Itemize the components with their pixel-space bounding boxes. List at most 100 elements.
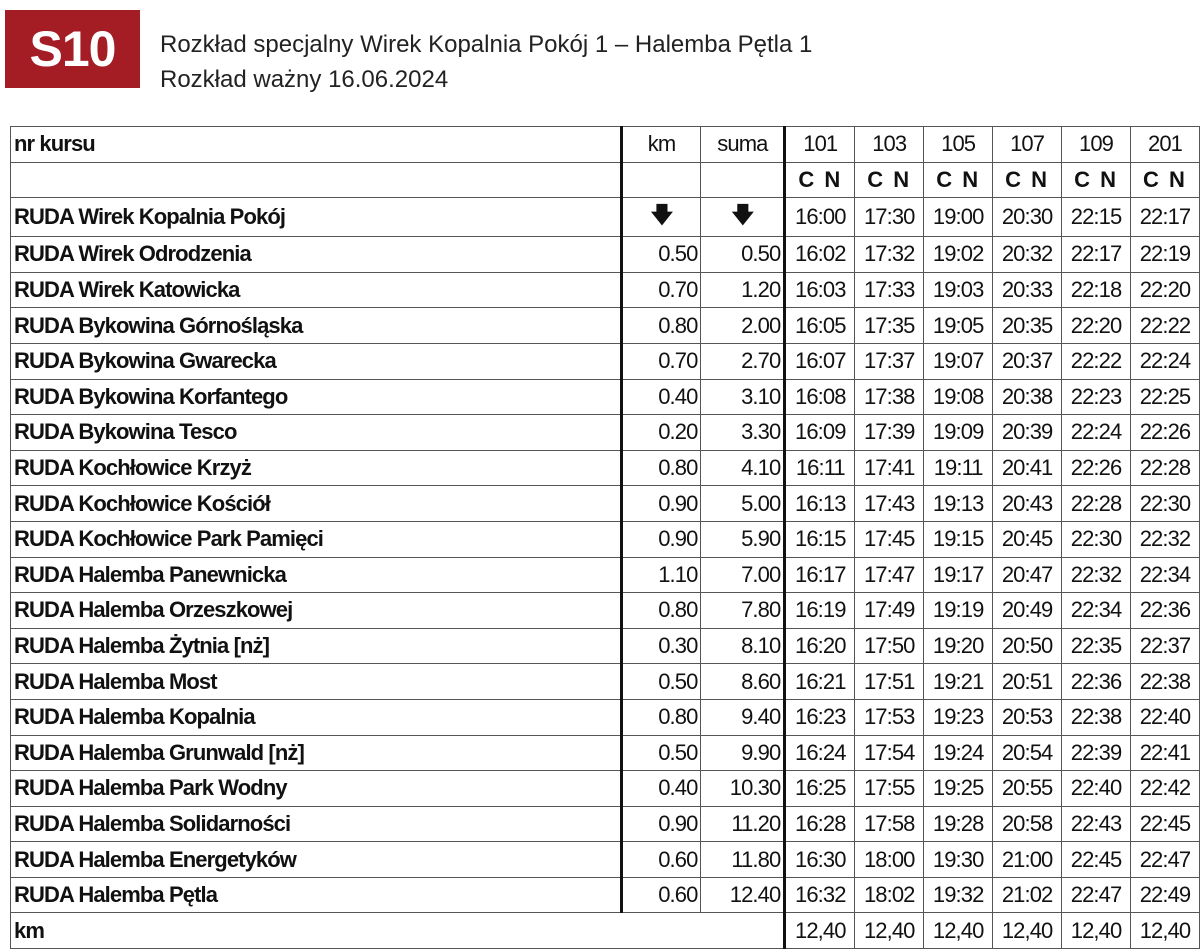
empty-cell [700,161,787,199]
departure-time: 20:51 [992,663,1063,700]
departure-time: 16:03 [784,271,856,309]
departure-time: 16:30 [784,841,856,878]
departure-time: 16:17 [784,556,856,594]
departure-time: 16:19 [784,592,856,629]
departure-time: 20:35 [992,307,1063,344]
departure-time: 20:45 [992,520,1063,558]
departure-time: 22:18 [1061,271,1131,309]
stop-name: RUDA Bykowina Tesco [10,414,623,451]
stop-km: 0.80 [620,698,702,736]
departure-time: 19:17 [923,556,994,594]
course-number: 107 [992,126,1063,163]
course-days: C N [992,161,1063,199]
stop-name: RUDA Wirek Kopalnia Pokój [10,197,623,238]
departure-time: 17:32 [854,236,925,273]
timetable-title: Rozkład specjalny Wirek Kopalnia Pokój 1… [160,31,813,58]
departure-time: 19:32 [923,876,994,914]
stop-name: RUDA Bykowina Górnośląska [10,307,623,344]
departure-time: 16:09 [784,414,856,451]
departure-time: 19:02 [923,236,994,273]
table-row: RUDA Wirek Katowicka 0.70 1.20 16:03 17:33 19… [10,271,1200,309]
column-header-suma: suma [700,126,787,163]
stop-km: 0.90 [620,485,702,522]
departure-time: 22:25 [1130,378,1200,416]
departure-time: 22:30 [1130,485,1200,522]
departure-time: 17:43 [854,485,925,522]
table-row: RUDA Bykowina Tesco 0.20 3.30 16:09 17:39 19:… [10,414,1200,451]
course-number: 201 [1130,126,1200,163]
departure-time: 19:19 [923,592,994,629]
departure-time: 21:02 [992,876,1063,914]
table-row: RUDA Halemba Kopalnia 0.80 9.40 16:23 17:53 1… [10,698,1200,736]
stop-name: RUDA Halemba Park Wodny [10,770,623,807]
departure-time: 17:39 [854,414,925,451]
stop-name: RUDA Bykowina Gwarecka [10,342,623,380]
departure-time: 20:58 [992,805,1063,843]
departure-time: 22:40 [1130,698,1200,736]
stop-km: 0.80 [620,449,702,487]
course-days: C N [1061,161,1131,199]
departure-time: 16:00 [784,197,856,238]
departure-time: 20:41 [992,449,1063,487]
course-distance: 12,40 [784,912,856,950]
stop-km: 0.60 [620,841,702,878]
stop-suma: 10.30 [700,770,787,807]
timetable-validity: Rozkład ważny 16.06.2024 [160,66,449,93]
course-distance: 12,40 [854,912,925,950]
line-badge: S10 [5,10,140,88]
stop-suma: 4.10 [700,449,787,487]
departure-time: 22:34 [1130,556,1200,594]
table-row: RUDA Halemba Most 0.50 8.60 16:21 17:51 19:21… [10,663,1200,700]
stop-km: 0.30 [620,627,702,665]
stop-km: 0.80 [620,592,702,629]
departure-time: 17:53 [854,698,925,736]
stop-name: RUDA Bykowina Korfantego [10,378,623,416]
departure-time: 17:47 [854,556,925,594]
stop-name: RUDA Halemba Grunwald [nż] [10,734,623,772]
departure-time: 20:33 [992,271,1063,309]
table-row: RUDA Halemba Solidarności 0.90 11.20 16:28 1… [10,805,1200,843]
header-row: nr kursu km suma 101 103 105 107 109 201 [10,126,1200,163]
departure-time: 22:39 [1061,734,1131,772]
stop-km: 1.10 [620,556,702,594]
departure-time: 16:15 [784,520,856,558]
stop-km: 0.90 [620,520,702,558]
course-number: 109 [1061,126,1131,163]
departure-time: 22:37 [1130,627,1200,665]
course-days: C N [1130,161,1200,199]
stop-name: RUDA Halemba Pętla [10,876,623,914]
course-days: C N [784,161,856,199]
stop-km: 0.50 [620,663,702,700]
departure-time: 22:47 [1061,876,1131,914]
stop-suma: 9.40 [700,698,787,736]
departure-time: 16:11 [784,449,856,487]
table-row: RUDA Kochłowice Krzyż 0.80 4.10 16:11 17:41 1… [10,449,1200,487]
departure-time: 17:33 [854,271,925,309]
column-header-name: nr kursu [10,126,623,163]
stop-suma: 12.40 [700,876,787,914]
departure-time: 17:41 [854,449,925,487]
stop-name: RUDA Wirek Odrodzenia [10,236,623,273]
departure-time: 22:32 [1061,556,1131,594]
stop-km: 0.20 [620,414,702,451]
departure-time: 19:20 [923,627,994,665]
course-distance: 12,40 [1061,912,1131,950]
course-distance: 12,40 [1130,912,1200,950]
departure-time: 19:08 [923,378,994,416]
departure-time: 17:58 [854,805,925,843]
stop-name: RUDA Halemba Kopalnia [10,698,623,736]
departure-time: 22:32 [1130,520,1200,558]
departure-time: 22:38 [1130,663,1200,700]
departure-time: 16:20 [784,627,856,665]
departure-time: 22:22 [1130,307,1200,344]
departure-time: 17:45 [854,520,925,558]
stop-suma: 8.60 [700,663,787,700]
stop-km: 0.50 [620,734,702,772]
stop-km: 0.90 [620,805,702,843]
departure-time: 19:28 [923,805,994,843]
stop-name: RUDA Halemba Solidarności [10,805,623,843]
departure-time: 16:02 [784,236,856,273]
footer-label: km [9,912,787,950]
table-row: RUDA Kochłowice Park Pamięci 0.90 5.90 16:1… [10,520,1200,558]
departure-time: 16:05 [784,307,856,344]
